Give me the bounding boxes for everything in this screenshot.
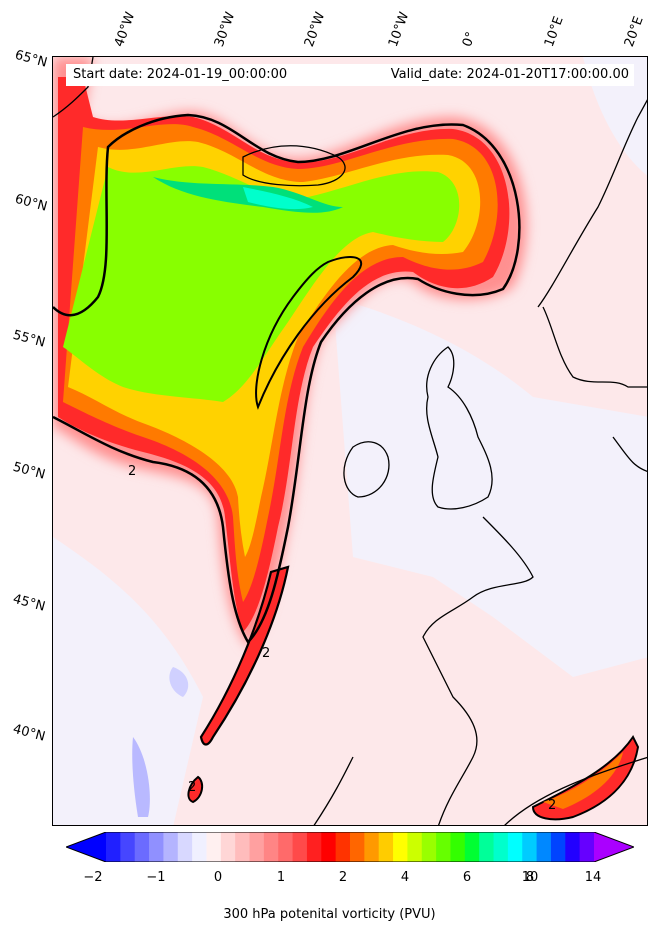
- colorbar-tick-label: −1: [146, 870, 166, 885]
- colorbar-tick-label: −2: [83, 870, 103, 885]
- low-pv-area-sw: [53, 537, 203, 825]
- map-panel: [52, 56, 648, 826]
- colorbar-segment: [321, 832, 337, 862]
- colorbar-segment: [378, 832, 394, 862]
- colorbar-extend-max: [594, 832, 634, 862]
- lat-label-60n: 60°N: [13, 191, 49, 215]
- colorbar-segment: [393, 832, 408, 862]
- lon-label-0: 0°: [459, 29, 480, 49]
- colorbar-segment: [450, 832, 466, 862]
- lon-label-40w: 40°W: [111, 10, 139, 49]
- contour-label: 2: [262, 646, 271, 661]
- colorbar-tick-label: 14: [584, 870, 602, 885]
- lon-label-20w: 20°W: [301, 10, 329, 49]
- lon-label-10w: 10°W: [385, 10, 413, 49]
- contour-label: 2: [188, 780, 197, 795]
- lon-label-30w: 30°W: [211, 10, 239, 49]
- colorbar-segment: [507, 832, 523, 862]
- start-date-text: Start date: 2024-01-19_00:00:00: [73, 67, 288, 82]
- colorbar-label: 300 hPa potenital vorticity (PVU): [223, 907, 436, 922]
- pv-map: [53, 57, 647, 825]
- colorbar-segment: [206, 832, 222, 862]
- colorbar-segment: [350, 832, 365, 862]
- pv-contour-2: [53, 113, 521, 645]
- colorbar-segment: [579, 832, 595, 862]
- contour-label: 2: [128, 464, 137, 479]
- colorbar-segment: [550, 832, 566, 862]
- colorbar-segment: [177, 832, 193, 862]
- colorbar-segment: [565, 832, 581, 862]
- pv-contour-inner: [255, 256, 362, 410]
- lat-label-65n: 65°N: [13, 47, 49, 71]
- lat-label-45n: 45°N: [11, 591, 47, 615]
- colorbar-segment: [493, 832, 509, 862]
- date-banner: Start date: 2024-01-19_00:00:00 Valid_da…: [66, 64, 634, 86]
- colorbar-segment: [536, 832, 552, 862]
- colorbar-segment: [163, 832, 179, 862]
- negative-pv-patch: [132, 737, 150, 817]
- colorbar-segment: [436, 832, 451, 862]
- colorbar: [66, 832, 634, 862]
- colorbar-tick-label: 0: [213, 870, 223, 885]
- colorbar-tick-label: 4: [400, 870, 410, 885]
- colorbar-segment: [192, 832, 207, 862]
- colorbar-segment: [464, 832, 480, 862]
- colorbar-segment: [149, 832, 164, 862]
- colorbar-segment: [292, 832, 308, 862]
- colorbar-segment: [522, 832, 538, 862]
- colorbar-extend-min: [66, 832, 106, 862]
- colorbar-segment: [120, 832, 136, 862]
- colorbar-segment: [479, 832, 495, 862]
- coastlines: [53, 57, 647, 825]
- colorbar-segment: [278, 832, 294, 862]
- colorbar-segment: [421, 832, 437, 862]
- lon-label-20e: 20°E: [621, 14, 647, 50]
- colorbar-segment: [235, 832, 251, 862]
- colorbar-segment: [106, 832, 121, 862]
- low-pv-area: [333, 297, 647, 677]
- colorbar-tick-label: 1: [276, 870, 286, 885]
- colorbar-segment: [306, 832, 322, 862]
- colorbar-segment: [220, 832, 236, 862]
- valid-date-text: Valid_date: 2024-01-20T17:00:00.00: [390, 67, 629, 82]
- colorbar-tick-label: 8: [525, 870, 535, 885]
- lat-label-40n: 40°N: [11, 721, 47, 745]
- lat-label-50n: 50°N: [11, 459, 47, 483]
- colorbar-segment: [335, 832, 351, 862]
- colorbar-tick-label: 6: [462, 870, 472, 885]
- lon-label-10e: 10°E: [541, 14, 567, 50]
- colorbar-segment: [364, 832, 380, 862]
- negative-pv-patch-2: [169, 667, 189, 697]
- lat-label-55n: 55°N: [11, 327, 47, 351]
- colorbar-segment: [249, 832, 265, 862]
- colorbar-segment: [263, 832, 279, 862]
- colorbar-segment: [134, 832, 150, 862]
- contour-label: 2: [548, 798, 557, 813]
- colorbar-tick-label: 10: [521, 870, 539, 885]
- colorbar-segment: [407, 832, 423, 862]
- low-pv-area-ne: [583, 57, 647, 176]
- colorbar-tick-label: 2: [338, 870, 348, 885]
